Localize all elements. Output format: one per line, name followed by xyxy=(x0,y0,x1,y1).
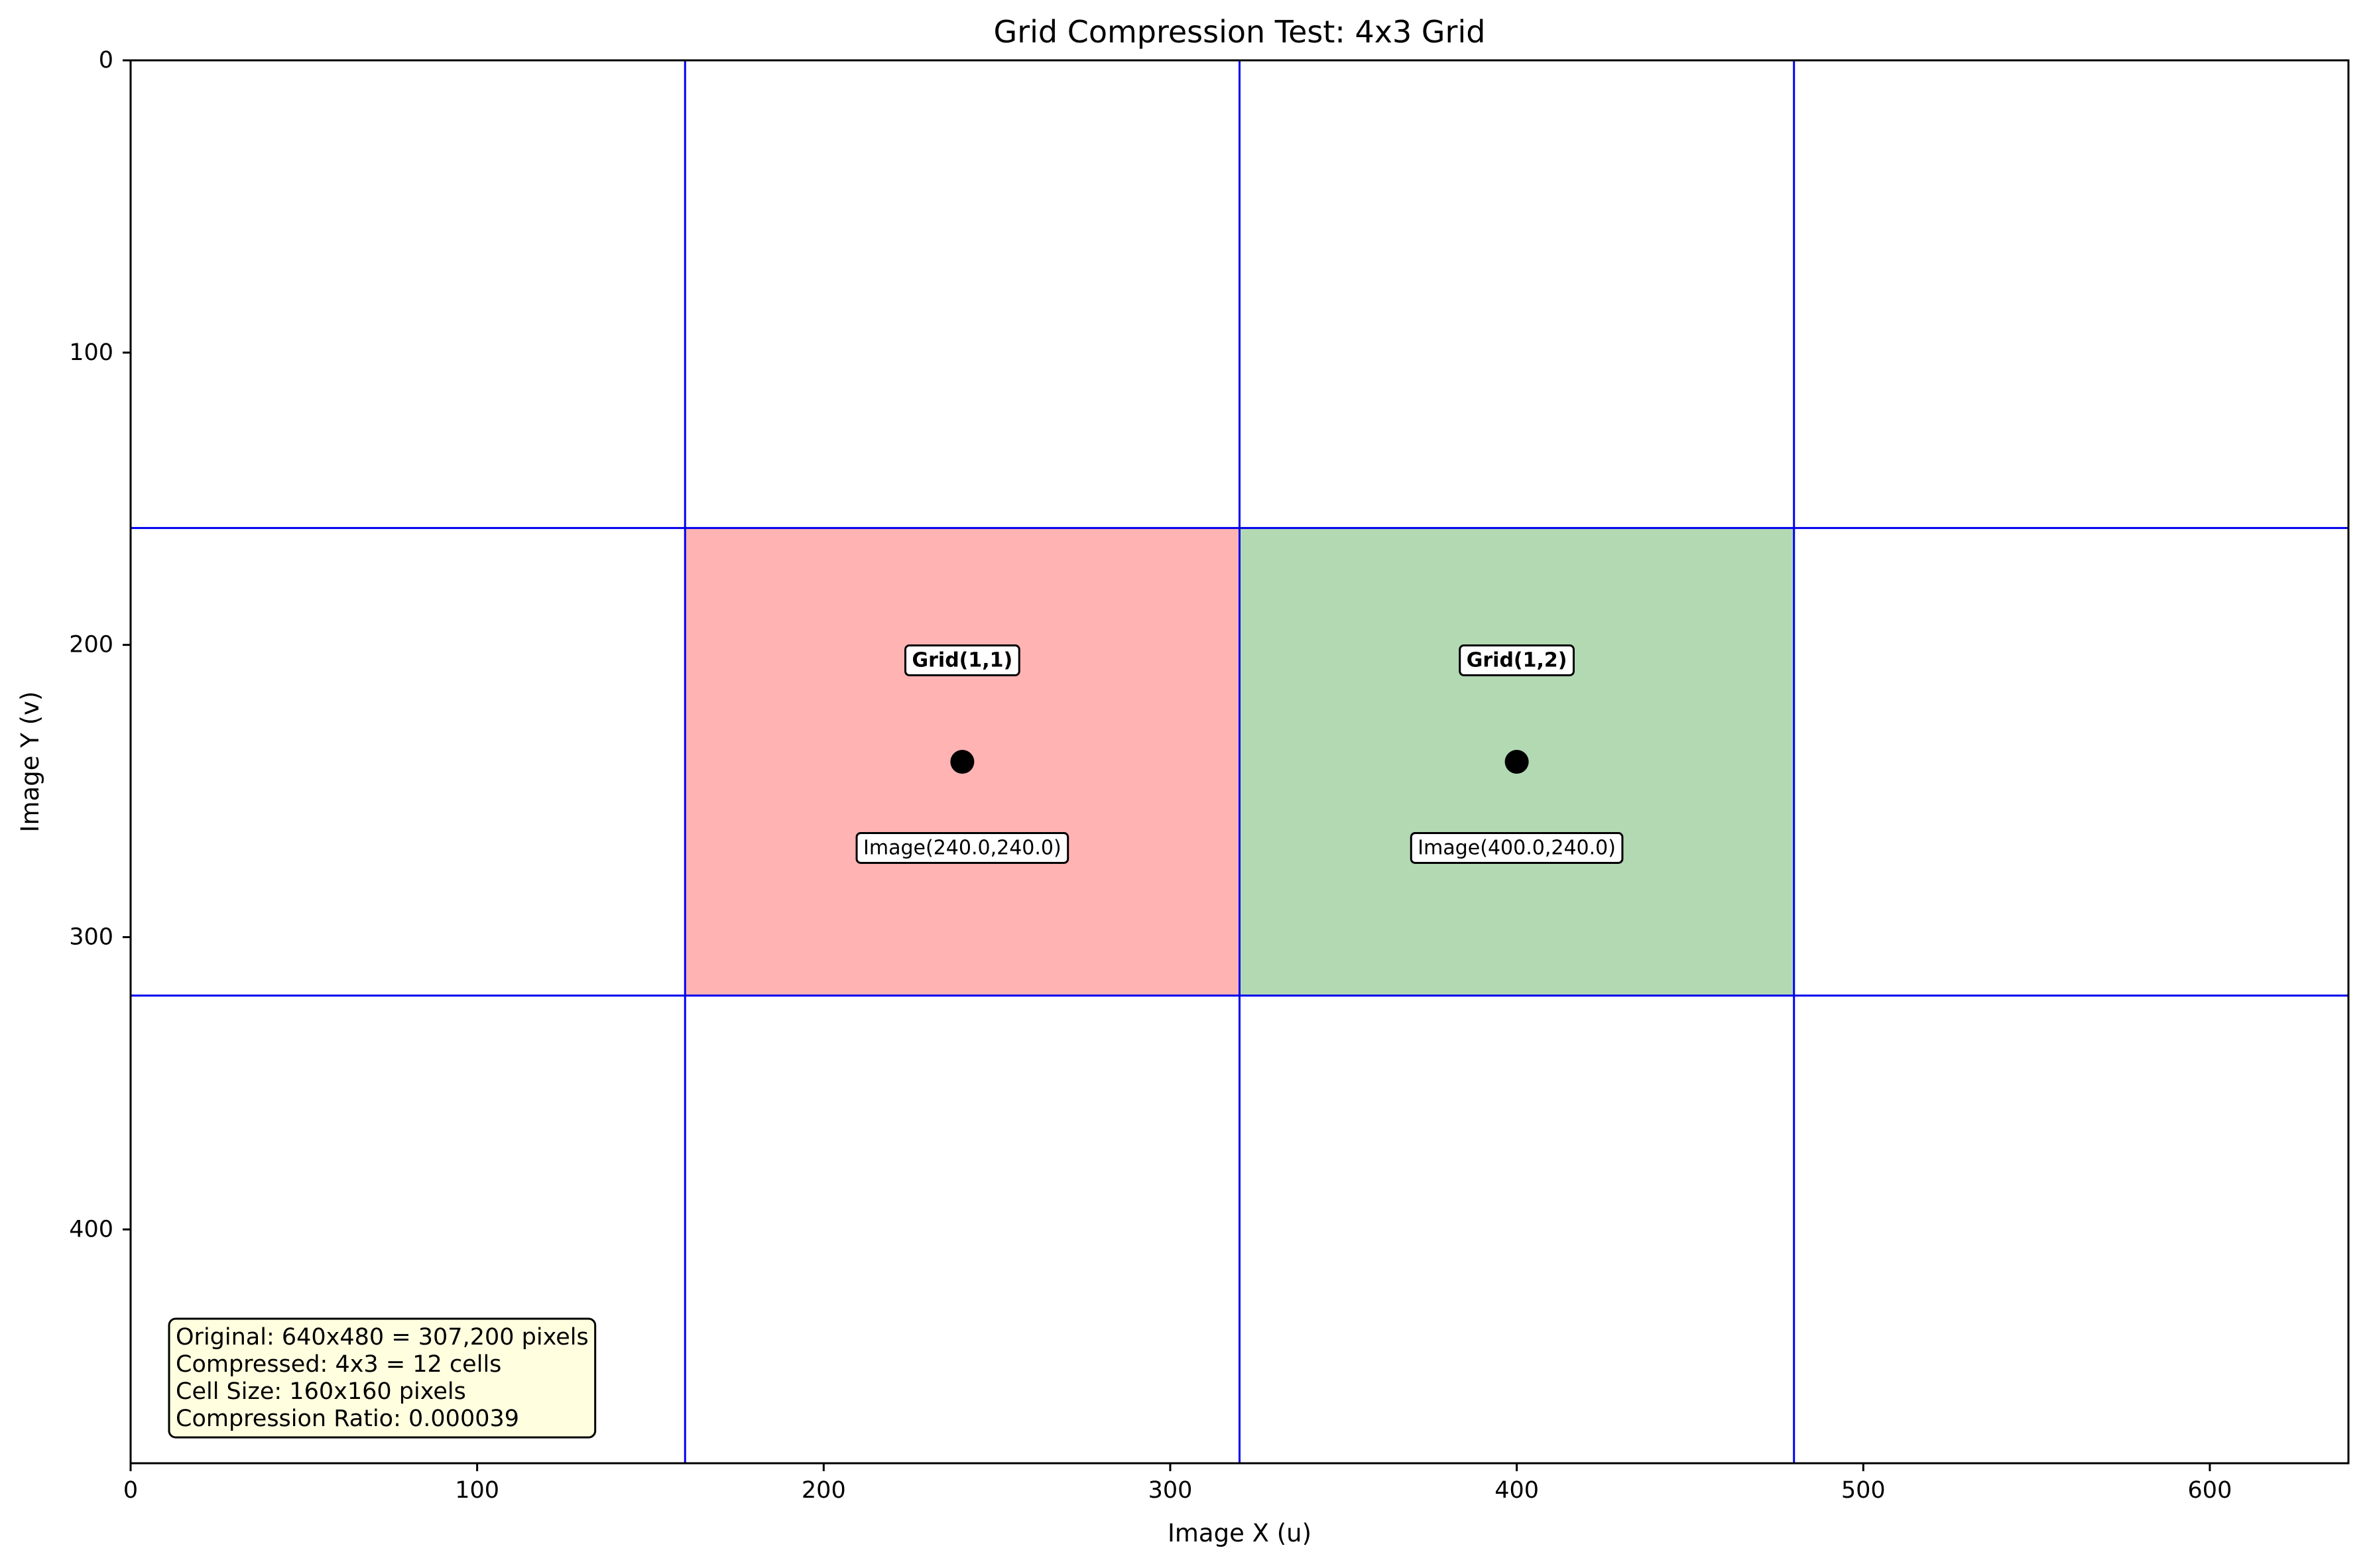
x-tick-label: 200 xyxy=(802,1477,846,1504)
x-tick-label: 500 xyxy=(1841,1477,1886,1504)
y-tick-label: 0 xyxy=(99,47,113,74)
y-tick-label: 100 xyxy=(69,339,113,366)
cell-label-1-box xyxy=(904,644,1020,676)
cell-label-1-text: Grid(1,1) xyxy=(912,649,1013,672)
chart-title: Grid Compression Test: 4x3 Grid xyxy=(994,14,1486,50)
info-line-compressed: Compressed: 4x3 = 12 cells xyxy=(176,1351,501,1378)
point-label-2: Image(400.0,240.0) xyxy=(1410,832,1624,864)
point-label-1-text: Image(240.0,240.0) xyxy=(863,837,1062,860)
y-tick-label: 300 xyxy=(69,924,113,951)
cell-label-2-box xyxy=(1459,644,1575,676)
cell-label-2: Grid(1,2) xyxy=(1459,644,1575,676)
info-box: Original: 640x480 = 307,200 pixels Compr… xyxy=(168,1317,597,1439)
x-tick-label: 100 xyxy=(455,1477,499,1504)
point-label-1-box xyxy=(855,832,1069,864)
cell-labels: Grid(1,1) Image(240.0,240.0) Grid(1,2) Imag… xyxy=(855,644,1624,864)
y-tick-label: 200 xyxy=(69,632,113,658)
info-box-background xyxy=(168,1317,597,1439)
y-tick-label: 400 xyxy=(69,1216,113,1242)
x-tick-label: 400 xyxy=(1494,1477,1539,1504)
data-point-1 xyxy=(950,750,975,774)
data-point-2 xyxy=(1504,750,1529,774)
info-line-cell-size: Cell Size: 160x160 pixels xyxy=(176,1378,466,1405)
x-tick-label: 300 xyxy=(1148,1477,1193,1504)
cell-label-2-text: Grid(1,2) xyxy=(1467,649,1567,672)
data-points xyxy=(950,750,1529,774)
grid-lines xyxy=(131,60,2348,1463)
x-tick-label: 600 xyxy=(2188,1477,2232,1504)
info-line-ratio: Compression Ratio: 0.000039 xyxy=(176,1406,519,1432)
x-tick-label: 0 xyxy=(123,1477,138,1504)
point-label-2-text: Image(400.0,240.0) xyxy=(1418,837,1616,860)
cell-label-1: Grid(1,1) xyxy=(904,644,1020,676)
y-axis-label: Image Y (v) xyxy=(16,692,44,833)
axes-frame xyxy=(129,59,2350,1465)
info-line-original: Original: 640x480 = 307,200 pixels xyxy=(176,1324,589,1351)
x-axis-label: Image X (u) xyxy=(1168,1519,1311,1547)
point-label-2-box xyxy=(1410,832,1624,864)
axis-ticks: 0 100 200 300 400 500 600 0 100 200 300 400 xyxy=(69,47,2232,1504)
point-label-1: Image(240.0,240.0) xyxy=(855,832,1069,864)
